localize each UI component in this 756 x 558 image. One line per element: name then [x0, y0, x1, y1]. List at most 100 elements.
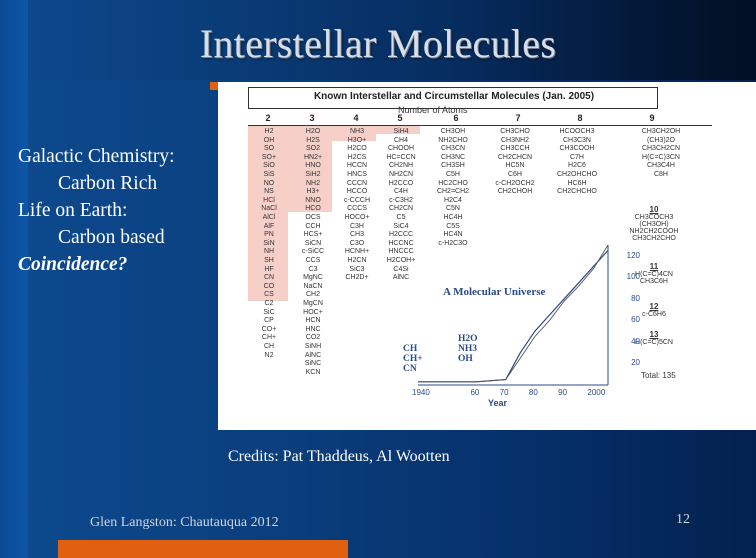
molecule-cell: CCCS — [347, 205, 367, 213]
molecule-cell: CH3 — [349, 231, 364, 239]
x-tick-label: 60 — [470, 388, 480, 397]
molecule-cell: CH3NC — [440, 153, 466, 161]
molecule-cell: C5H — [445, 171, 460, 178]
molecule-label: CN — [403, 364, 417, 374]
molecule-cell: CH2CHOH — [497, 188, 533, 196]
credits-text: Credits: Pat Thaddeus, Al Wootten — [228, 448, 450, 465]
molecule-cell: H3O+ — [347, 136, 367, 144]
molecule-cell: C4Si — [393, 265, 409, 273]
molecule-cell: HCCN — [346, 162, 368, 170]
molecule-cell: H(C=C)4CN — [635, 271, 673, 278]
molecule-cell: HCCNC — [388, 239, 414, 247]
molecule-cell: c-C3H2 — [389, 196, 413, 204]
molecule-cell: CH2D+ — [345, 274, 369, 282]
molecule-cell: SiNH — [304, 343, 322, 350]
molecule-cell: NO — [263, 179, 275, 187]
molecule-cell: CCCN — [346, 179, 368, 187]
molecule-cell: H2C6 — [568, 162, 586, 170]
molecule-cell: C5S — [446, 222, 460, 230]
molecule-cell: SiS — [263, 171, 275, 178]
molecule-cell: HCS+ — [303, 231, 323, 239]
molecule-cell: HC4H — [443, 214, 463, 221]
molecule-cell: CO — [263, 282, 275, 290]
count-group: 13 H(C=C)5CN — [624, 330, 684, 346]
molecule-cell: CH3CHO — [500, 128, 530, 135]
molecule-cell: CH+ — [261, 334, 277, 342]
molecule-cell: C4H — [393, 188, 408, 196]
pink-highlight — [376, 126, 420, 134]
bullet-item-carbon-based: Carbon based — [58, 227, 165, 248]
molecule-cell: CHOOH — [387, 145, 415, 153]
molecule-cell: C3H — [349, 222, 364, 230]
molecule-cell: CH2OHCHO — [556, 171, 598, 178]
molecule-cell: SO — [263, 145, 275, 153]
bottom-accent — [58, 540, 348, 558]
column-header: 3 — [309, 113, 315, 123]
molecule-cell: CH3COCH3 — [634, 214, 674, 221]
molecule-cell: c-C6H6 — [642, 311, 666, 318]
molecule-cell: SiC4 — [393, 222, 409, 230]
count-group: 12 c-C6H6 — [624, 302, 684, 318]
y-tick-label: 60 — [631, 315, 640, 325]
molecule-cell: HF — [264, 265, 274, 273]
x-axis-title: Year — [488, 398, 508, 408]
figure-subtitle: Number of Atoms — [398, 105, 468, 115]
molecule-cell: CH3OH — [440, 128, 466, 135]
molecule-cell: H2 — [264, 128, 274, 135]
molecule-cell: CH3CH2CN — [641, 145, 681, 153]
molecule-cell: CH3CN — [440, 145, 466, 153]
count-group: 10 CH3COCH3 (CH3OH) NH2CH2COOH CH3CH2CHO — [624, 205, 684, 242]
molecule-cell: SiN — [263, 239, 275, 247]
molecule-cell: H2C4 — [444, 196, 462, 204]
molecule-cell: CCH — [305, 222, 321, 230]
molecule-cell: c-CH2OCH2 — [495, 179, 535, 187]
molecule-cell: H2CS — [347, 153, 367, 161]
molecule-cell: OCS — [305, 214, 321, 221]
series-line — [418, 249, 609, 383]
molecule-cell: C5N — [445, 205, 460, 213]
column-header: 4 — [353, 113, 359, 123]
title-shade — [0, 0, 756, 80]
molecule-cell: HN2+ — [303, 153, 323, 161]
molecule-cell: HOCO+ — [344, 214, 370, 221]
molecule-cell: CH2CN — [388, 205, 414, 213]
molecule-cell: H3+ — [306, 188, 320, 196]
bullet-item-carbon-rich: Carbon Rich — [58, 173, 158, 194]
bullet-list: Galactic Chemistry: Carbon Rich Life on … — [18, 143, 175, 278]
molecule-cell: AlCl — [262, 214, 276, 221]
molecule-cell: N2 — [264, 351, 274, 359]
column-header: 9 — [649, 113, 655, 123]
molecule-cell: HNC — [305, 325, 321, 333]
molecule-cell: HCN — [305, 317, 321, 325]
molecule-cell: NH2CN — [388, 171, 414, 178]
page-number: 12 — [676, 512, 690, 527]
molecule-cell: CS — [264, 291, 274, 299]
molecule-cell: CP — [264, 317, 274, 325]
molecule-cell: SiH4 — [393, 128, 409, 135]
molecule-cell: CN — [263, 274, 275, 282]
count-group: 11 H(C=C)4CN CH3C6H — [624, 262, 684, 285]
column-header: 7 — [515, 113, 521, 123]
series-line — [418, 244, 609, 383]
molecule-cell: CH3NH2 — [500, 136, 529, 144]
molecule-cell: NH2CHO — [438, 136, 468, 144]
header-rule — [248, 125, 712, 126]
molecule-figure: Known Interstellar and Circumstellar Mol… — [218, 82, 756, 430]
chart-title-text: A Molecular Universe — [443, 286, 546, 298]
pink-highlight — [288, 126, 332, 212]
molecule-cell: HCO — [305, 205, 321, 213]
molecule-label: CH — [403, 344, 418, 354]
molecule-cell: SiH2 — [305, 171, 321, 178]
x-tick-label: 90 — [558, 388, 568, 397]
count-label: 12 — [649, 302, 659, 311]
molecule-cell: C3 — [308, 265, 318, 273]
molecule-cell: NS — [264, 188, 274, 196]
molecule-cell: NNO — [305, 196, 321, 204]
molecule-cell: OH — [263, 136, 275, 144]
molecule-cell: KCN — [305, 368, 321, 376]
molecule-cell: C5 — [396, 214, 406, 221]
pink-highlight — [332, 126, 376, 141]
molecule-cell: SiCN — [304, 239, 322, 247]
chart-title: A Molecular Universe — [443, 287, 545, 298]
